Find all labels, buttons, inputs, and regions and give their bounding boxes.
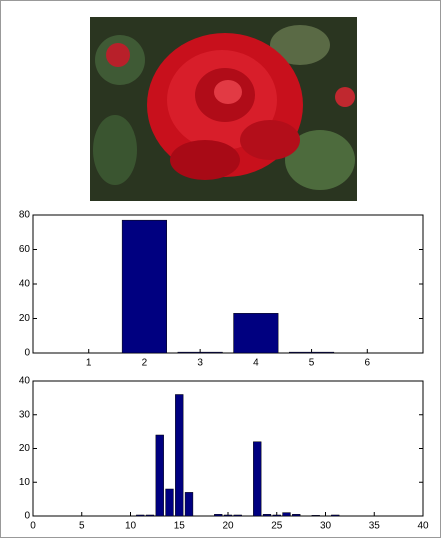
bar [234, 515, 242, 516]
bar [234, 313, 279, 353]
figure: 0204060801234560102030400510152025303540 [0, 0, 441, 538]
axes-box [33, 215, 423, 353]
y-tick-label: 10 [19, 477, 31, 488]
bar [331, 515, 339, 516]
bar [273, 515, 281, 516]
x-tick-label: 40 [417, 521, 429, 532]
bar [292, 514, 300, 516]
bar [146, 515, 154, 516]
x-tick-label: 20 [222, 521, 234, 532]
x-tick-label: 15 [174, 521, 186, 532]
bar [253, 442, 261, 516]
axes-box [33, 381, 423, 516]
y-tick-label: 40 [19, 279, 31, 290]
bar [175, 395, 183, 517]
x-tick-label: 2 [142, 358, 148, 369]
x-tick-label: 30 [320, 521, 332, 532]
bar [283, 513, 291, 516]
bar [156, 435, 164, 516]
bar [166, 489, 174, 516]
x-tick-label: 3 [197, 358, 203, 369]
y-tick-label: 20 [19, 313, 31, 324]
y-tick-label: 0 [24, 348, 30, 359]
y-tick-label: 80 [19, 210, 31, 221]
x-tick-label: 25 [271, 521, 283, 532]
bar [122, 220, 167, 353]
rose-image [90, 17, 357, 201]
bar [289, 352, 334, 353]
y-tick-label: 20 [19, 443, 31, 454]
bar [136, 515, 144, 516]
x-tick-label: 5 [79, 521, 85, 532]
bar [224, 515, 232, 516]
x-tick-label: 5 [309, 358, 315, 369]
bar [312, 515, 320, 516]
x-tick-label: 0 [30, 521, 36, 532]
x-tick-label: 4 [253, 358, 259, 369]
x-tick-label: 10 [125, 521, 137, 532]
bar [178, 352, 223, 353]
y-tick-label: 60 [19, 244, 31, 255]
x-tick-label: 1 [86, 358, 92, 369]
y-tick-label: 30 [19, 409, 31, 420]
x-tick-label: 35 [369, 521, 381, 532]
x-tick-label: 6 [365, 358, 371, 369]
bar [263, 514, 271, 516]
y-tick-label: 40 [19, 376, 31, 387]
bar [214, 514, 222, 516]
bar [185, 492, 193, 516]
